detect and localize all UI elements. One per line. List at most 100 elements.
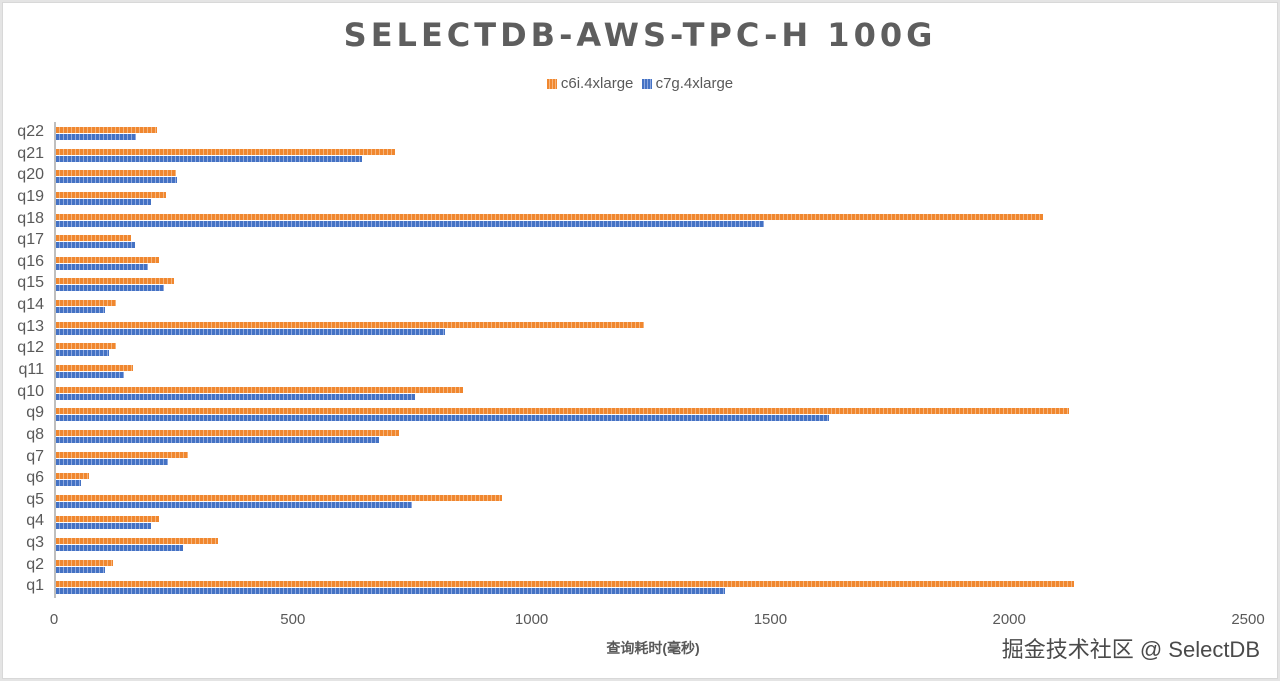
bar-c6i-4xlarge-q11 xyxy=(56,365,133,371)
bar-c6i-4xlarge-q22 xyxy=(56,127,157,133)
x-tick-label: 1000 xyxy=(514,611,549,628)
x-tick-label: 1500 xyxy=(753,611,788,628)
category-row-q4: q4 xyxy=(26,511,1248,533)
category-label: q10 xyxy=(17,382,44,400)
bar-c7g-4xlarge-q17 xyxy=(56,242,135,249)
bar-c6i-4xlarge-q13 xyxy=(56,321,644,328)
bar-c6i-4xlarge-q19 xyxy=(56,191,166,198)
category-row-q15: q15 xyxy=(17,273,1248,295)
category-row-q1: q1 xyxy=(26,576,1248,598)
category-label: q2 xyxy=(26,555,44,573)
bar-c7g-4xlarge-q2 xyxy=(56,566,106,573)
bar-c6i-4xlarge-q3 xyxy=(56,538,218,545)
category-label: q14 xyxy=(17,296,44,314)
category-label: q3 xyxy=(26,534,44,552)
category-label: q20 xyxy=(17,166,44,184)
bar-c7g-4xlarge-q14 xyxy=(56,307,106,314)
bar-c7g-4xlarge-q22 xyxy=(56,134,137,140)
category-label: q8 xyxy=(26,425,44,443)
bar-c7g-4xlarge-q18 xyxy=(56,220,764,227)
bar-c7g-4xlarge-q21 xyxy=(56,155,363,162)
bar-c6i-4xlarge-q21 xyxy=(56,148,396,155)
watermark: 掘金技术社区 @ SelectDB xyxy=(1001,637,1260,662)
bar-c7g-4xlarge-q5 xyxy=(56,501,412,508)
bar-c6i-4xlarge-q17 xyxy=(56,235,131,242)
category-label: q16 xyxy=(17,252,44,270)
category-row-q14: q14 xyxy=(17,295,1248,317)
bar-c7g-4xlarge-q11 xyxy=(56,372,124,378)
bar-c7g-4xlarge-q1 xyxy=(56,588,726,595)
bar-c6i-4xlarge-q5 xyxy=(56,494,503,501)
category-label: q13 xyxy=(17,317,44,335)
category-label: q11 xyxy=(18,361,44,378)
x-axis-label: 查询耗时(毫秒) xyxy=(606,640,700,656)
bar-c6i-4xlarge-q6 xyxy=(56,473,89,480)
bar-c7g-4xlarge-q4 xyxy=(56,523,152,530)
category-label: q4 xyxy=(26,512,44,530)
category-row-q22: q22 xyxy=(17,122,1248,144)
bar-c7g-4xlarge-q15 xyxy=(56,285,164,292)
legend-label-c7g: c7g.4xlarge xyxy=(655,75,734,92)
bar-c7g-4xlarge-q19 xyxy=(56,198,152,205)
category-row-q2: q2 xyxy=(26,555,1248,577)
x-tick-label: 500 xyxy=(280,611,306,628)
category-row-q11: q11 xyxy=(18,360,1248,382)
category-label: q1 xyxy=(26,577,44,595)
category-row-q12: q12 xyxy=(17,338,1248,360)
category-label: q9 xyxy=(26,404,44,422)
bar-c6i-4xlarge-q9 xyxy=(56,408,1069,415)
legend-item-c6i: c6i.4xlarge xyxy=(546,75,634,92)
category-row-q8: q8 xyxy=(26,425,1248,447)
legend-item-c7g: c7g.4xlarge xyxy=(641,75,734,92)
category-row-q21: q21 xyxy=(17,144,1248,166)
category-row-q16: q16 xyxy=(17,252,1248,274)
bar-c7g-4xlarge-q6 xyxy=(56,480,81,487)
category-row-q18: q18 xyxy=(17,209,1248,231)
bar-c7g-4xlarge-q3 xyxy=(56,545,184,552)
category-label: q22 xyxy=(17,123,44,140)
bar-c7g-4xlarge-q16 xyxy=(56,263,149,270)
category-row-q7: q7 xyxy=(26,447,1248,469)
category-label: q6 xyxy=(26,469,44,487)
category-label: q17 xyxy=(17,231,44,249)
bar-c6i-4xlarge-q4 xyxy=(56,516,160,523)
bar-c7g-4xlarge-q12 xyxy=(56,350,109,357)
category-label: q21 xyxy=(17,144,44,162)
bar-c7g-4xlarge-q7 xyxy=(56,458,169,465)
bar-c6i-4xlarge-q20 xyxy=(56,170,176,177)
plot-area: q1 q2 q3 q4 q5 q6 q7 q8 q9 q10 q11 q12 q13 q14 q15 q16 q… xyxy=(17,122,1248,598)
category-row-q5: q5 xyxy=(26,490,1248,512)
category-row-q13: q13 xyxy=(17,317,1248,339)
chart-title: SELECTDB-AWS-TPC-H 100G xyxy=(343,16,937,54)
category-label: q18 xyxy=(17,209,44,227)
bar-c6i-4xlarge-q18 xyxy=(56,213,1044,220)
bar-c7g-4xlarge-q13 xyxy=(56,328,445,335)
legend-swatch-c6i-icon xyxy=(546,78,557,89)
category-row-q17: q17 xyxy=(17,230,1248,252)
bar-c6i-4xlarge-q10 xyxy=(56,386,463,393)
category-row-q9: q9 xyxy=(26,403,1248,425)
category-row-q20: q20 xyxy=(17,165,1248,187)
x-tick-label: 0 xyxy=(49,611,59,628)
legend-label-c6i: c6i.4xlarge xyxy=(560,75,634,92)
category-row-q10: q10 xyxy=(17,382,1248,404)
x-tick-label: 2500 xyxy=(1231,611,1265,628)
category-label: q5 xyxy=(26,490,44,508)
bar-c6i-4xlarge-q2 xyxy=(56,559,113,566)
category-row-q3: q3 xyxy=(26,533,1248,555)
bar-c7g-4xlarge-q20 xyxy=(56,177,177,184)
category-label: q15 xyxy=(17,274,44,292)
bar-c7g-4xlarge-q10 xyxy=(56,393,416,400)
category-row-q6: q6 xyxy=(26,468,1248,490)
bar-c7g-4xlarge-q9 xyxy=(56,415,829,422)
bar-c6i-4xlarge-q8 xyxy=(56,429,399,436)
category-label: q12 xyxy=(17,339,44,357)
y-axis-line xyxy=(54,122,56,598)
category-label: q19 xyxy=(17,187,44,205)
category-row-q19: q19 xyxy=(17,187,1248,209)
bar-c6i-4xlarge-q15 xyxy=(56,278,174,285)
bar-c6i-4xlarge-q14 xyxy=(56,300,117,307)
bar-c6i-4xlarge-q12 xyxy=(56,343,117,350)
bar-c6i-4xlarge-q1 xyxy=(56,581,1074,588)
